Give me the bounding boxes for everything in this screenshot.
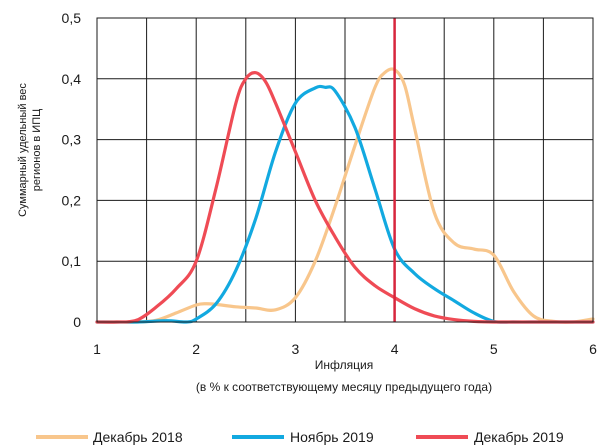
y-tick-labels: 0 0,1 0,2 0,3 0,4 0,5 [62,10,82,330]
y-tick-label: 0,1 [62,253,82,269]
legend-label-2: Ноябрь 2019 [290,429,374,445]
legend-label-1: Декабрь 2018 [93,429,183,445]
y-tick-label: 0 [73,314,81,330]
y-tick-label: 0,3 [62,132,82,148]
plot-border [96,17,594,323]
x-tick-label: 1 [93,341,101,357]
x-tick-label: 5 [490,341,498,357]
y-tick-label: 0,4 [62,71,82,87]
legend: Декабрь 2018 Ноябрь 2019 Декабрь 2019 [36,429,564,445]
y-tick-label: 0,5 [62,10,82,26]
y-axis-label-line-2: регионов в ИПЦ [31,109,43,191]
x-tick-label: 2 [192,341,200,357]
series-line-3 [95,71,595,324]
series-line-2 [95,84,595,324]
legend-label-3: Декабрь 2019 [474,429,564,445]
series-line-1 [95,67,595,324]
y-axis-label-line-1: Суммарный удельный вес [17,83,29,217]
x-tick-label: 6 [589,341,597,357]
x-tick-labels: 1 2 3 4 5 6 [93,341,597,357]
x-axis-label-sub: (в % к соответствующему месяцу предыдуще… [196,380,492,394]
plot-frame [96,17,594,323]
x-axis-label: Инфляция [315,358,373,372]
series-lines [95,67,595,324]
y-axis-label: Суммарный удельный вес регионов в ИПЦ [17,83,43,217]
grid [96,17,594,323]
y-tick-label: 0,2 [62,192,82,208]
x-tick-label: 4 [391,341,399,357]
x-tick-label: 3 [292,341,300,357]
